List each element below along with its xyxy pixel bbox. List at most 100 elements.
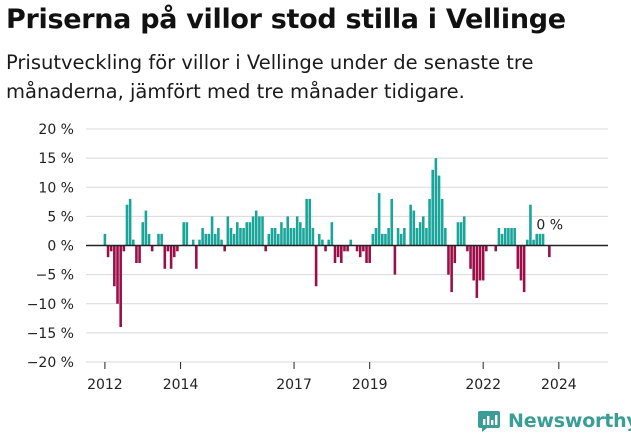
bar (267, 233, 271, 246)
bar (160, 233, 163, 246)
bar (229, 228, 233, 246)
bar (172, 245, 176, 258)
bar (513, 228, 516, 246)
bar (355, 245, 359, 252)
bar (469, 245, 472, 269)
bar (201, 228, 204, 246)
bar (163, 245, 167, 269)
bar (371, 233, 375, 246)
bar (548, 245, 551, 258)
bar (286, 216, 290, 246)
bar (264, 245, 267, 252)
x-tick-label: 2012 (87, 377, 123, 393)
bar (210, 216, 214, 246)
bar (185, 222, 189, 246)
bar (472, 245, 475, 281)
bar (377, 193, 381, 246)
bar (403, 228, 406, 246)
bar (358, 245, 362, 258)
bar (456, 222, 460, 246)
bar (538, 233, 542, 246)
y-tick-label: 10 % (38, 180, 74, 196)
bar (415, 228, 419, 246)
bar (466, 245, 469, 252)
bar (169, 245, 173, 269)
bar (346, 245, 349, 252)
bar (425, 228, 428, 246)
bar (122, 245, 126, 252)
y-tick-label: −5 % (36, 268, 74, 284)
bar (251, 216, 255, 246)
brand-logo: Newsworthy (476, 408, 631, 434)
bar (381, 233, 384, 246)
bar (254, 210, 258, 246)
bar (305, 198, 308, 246)
bar (141, 222, 145, 246)
bar (292, 228, 296, 246)
bar (195, 245, 198, 269)
bar (220, 239, 223, 246)
bar (109, 245, 113, 252)
bar (270, 228, 274, 246)
x-tick-label: 2014 (163, 377, 199, 393)
bar (106, 245, 110, 258)
bar (113, 245, 116, 287)
bar (529, 204, 532, 246)
bar (333, 245, 337, 263)
bar (217, 228, 220, 246)
bar (125, 204, 129, 246)
bar (308, 198, 312, 246)
bar (541, 233, 545, 246)
bar (522, 245, 526, 293)
bar (245, 222, 249, 246)
y-tick-label: 5 % (47, 209, 74, 225)
bar (365, 245, 368, 263)
bar (393, 245, 397, 275)
bar (204, 233, 208, 246)
bar (519, 245, 523, 281)
bar (147, 233, 151, 246)
bar (459, 222, 463, 246)
bar (330, 222, 334, 246)
y-tick-label: 20 % (38, 122, 74, 138)
bar (494, 245, 498, 252)
bar (248, 222, 252, 246)
bar (418, 222, 422, 246)
bar (437, 175, 441, 246)
bar (119, 245, 122, 328)
bar (191, 239, 195, 246)
y-tick-label: −20 % (27, 355, 74, 371)
bar (299, 222, 302, 246)
bar (289, 228, 293, 246)
bar (450, 245, 453, 293)
bar (485, 245, 488, 252)
bar (314, 245, 318, 287)
bar (390, 198, 394, 246)
bar (327, 239, 330, 246)
bar (440, 198, 444, 246)
bar (349, 239, 353, 246)
y-tick-label: 15 % (38, 151, 74, 167)
bar (453, 245, 457, 263)
bar (421, 216, 425, 246)
bar (384, 233, 387, 246)
bar (135, 245, 138, 263)
bar (176, 245, 179, 252)
bar (447, 245, 450, 275)
bar (157, 233, 160, 246)
chart-subtitle: Prisutveckling för villor i Vellinge und… (6, 51, 534, 103)
y-tick-label: 0 % (47, 239, 74, 255)
x-tick-label: 2019 (352, 377, 388, 393)
bar (276, 233, 280, 246)
bar (368, 245, 371, 263)
bar (236, 222, 239, 246)
bar (500, 233, 504, 246)
bar (166, 245, 170, 252)
bar (409, 204, 412, 246)
bar (428, 198, 431, 246)
bar (462, 216, 466, 246)
bar (239, 228, 242, 246)
bar (226, 216, 230, 246)
bar (280, 222, 283, 246)
